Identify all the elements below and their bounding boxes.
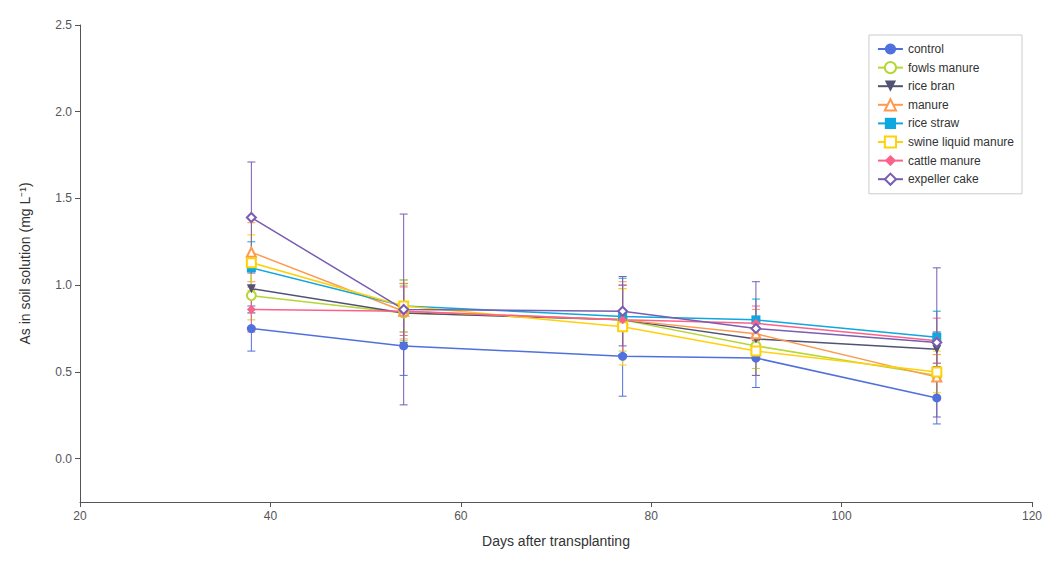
svg-text:1.5: 1.5 (55, 191, 72, 205)
svg-text:20: 20 (73, 509, 87, 523)
svg-text:0.5: 0.5 (55, 365, 72, 379)
svg-text:As in soil solution (mg L⁻¹): As in soil solution (mg L⁻¹) (17, 182, 33, 344)
svg-text:manure: manure (908, 98, 949, 112)
svg-text:80: 80 (645, 509, 659, 523)
svg-text:rice straw: rice straw (908, 116, 960, 130)
svg-text:0.0: 0.0 (55, 452, 72, 466)
svg-text:120: 120 (1022, 509, 1042, 523)
svg-text:rice bran: rice bran (908, 79, 955, 93)
svg-text:fowls manure: fowls manure (908, 61, 980, 75)
svg-text:expeller cake: expeller cake (908, 172, 979, 186)
svg-text:swine liquid manure: swine liquid manure (908, 135, 1014, 149)
svg-text:1.0: 1.0 (55, 278, 72, 292)
svg-text:60: 60 (454, 509, 468, 523)
svg-text:cattle manure: cattle manure (908, 154, 981, 168)
svg-text:2.5: 2.5 (55, 18, 72, 32)
svg-text:2.0: 2.0 (55, 105, 72, 119)
svg-text:100: 100 (832, 509, 852, 523)
svg-text:control: control (908, 42, 944, 56)
svg-text:40: 40 (264, 509, 278, 523)
svg-text:Days after transplanting: Days after transplanting (482, 533, 630, 549)
